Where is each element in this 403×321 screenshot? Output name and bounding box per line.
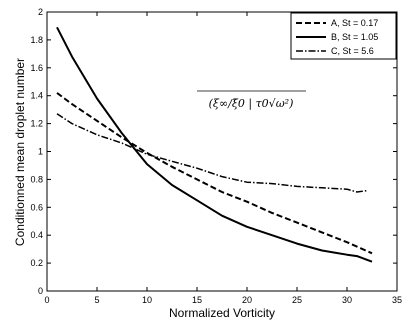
x-axis-label: Normalized Vorticity xyxy=(169,306,275,320)
ticks: 0 5 10 15 20 25 30 35 0 0.2 0.4 0.6 0.8 1 1.2 1.4 1.6 1.8… xyxy=(30,7,402,305)
y-axis-label: Conditionned mean droplet number xyxy=(13,58,27,246)
x-tick-label: 30 xyxy=(342,295,352,305)
series-line-a xyxy=(56,92,373,255)
series-line-c xyxy=(56,113,368,193)
annotation-formula: (ξ∞/ξ̄0 | τ0√ω²) xyxy=(197,90,306,111)
x-tick-label: 15 xyxy=(192,295,202,305)
legend-label-c: C, St = 5.6 xyxy=(331,46,374,56)
x-tick-label: 25 xyxy=(292,295,302,305)
formula-text: (ξ∞/ξ̄0 | τ0√ω²) xyxy=(209,97,294,111)
y-tick-label: 0.4 xyxy=(30,230,43,240)
y-tick-label: 1.6 xyxy=(30,63,43,73)
y-tick-label: 1.4 xyxy=(30,91,43,101)
x-tick-label: 5 xyxy=(94,295,99,305)
x-tick-label: 10 xyxy=(142,295,152,305)
y-tick-label: 0.6 xyxy=(30,202,43,212)
x-tick-label: 0 xyxy=(44,295,49,305)
y-tick-label: 0.8 xyxy=(30,174,43,184)
y-tick-label: 0 xyxy=(38,286,43,296)
x-tick-label: 20 xyxy=(242,295,252,305)
legend-label-a: A, St = 0.17 xyxy=(331,18,378,28)
series-line-b xyxy=(56,26,373,263)
y-tick-label: 0.2 xyxy=(30,258,43,268)
series-lines xyxy=(56,26,373,263)
y-tick-label: 1.2 xyxy=(30,119,43,129)
x-tick-label: 35 xyxy=(392,295,402,305)
legend-label-b: B, St = 1.05 xyxy=(331,32,378,42)
legend: A, St = 0.17 B, St = 1.05 C, St = 5.6 xyxy=(290,12,397,60)
y-tick-label: 2 xyxy=(38,7,43,17)
y-tick-label: 1 xyxy=(38,147,43,157)
y-tick-label: 1.8 xyxy=(30,35,43,45)
